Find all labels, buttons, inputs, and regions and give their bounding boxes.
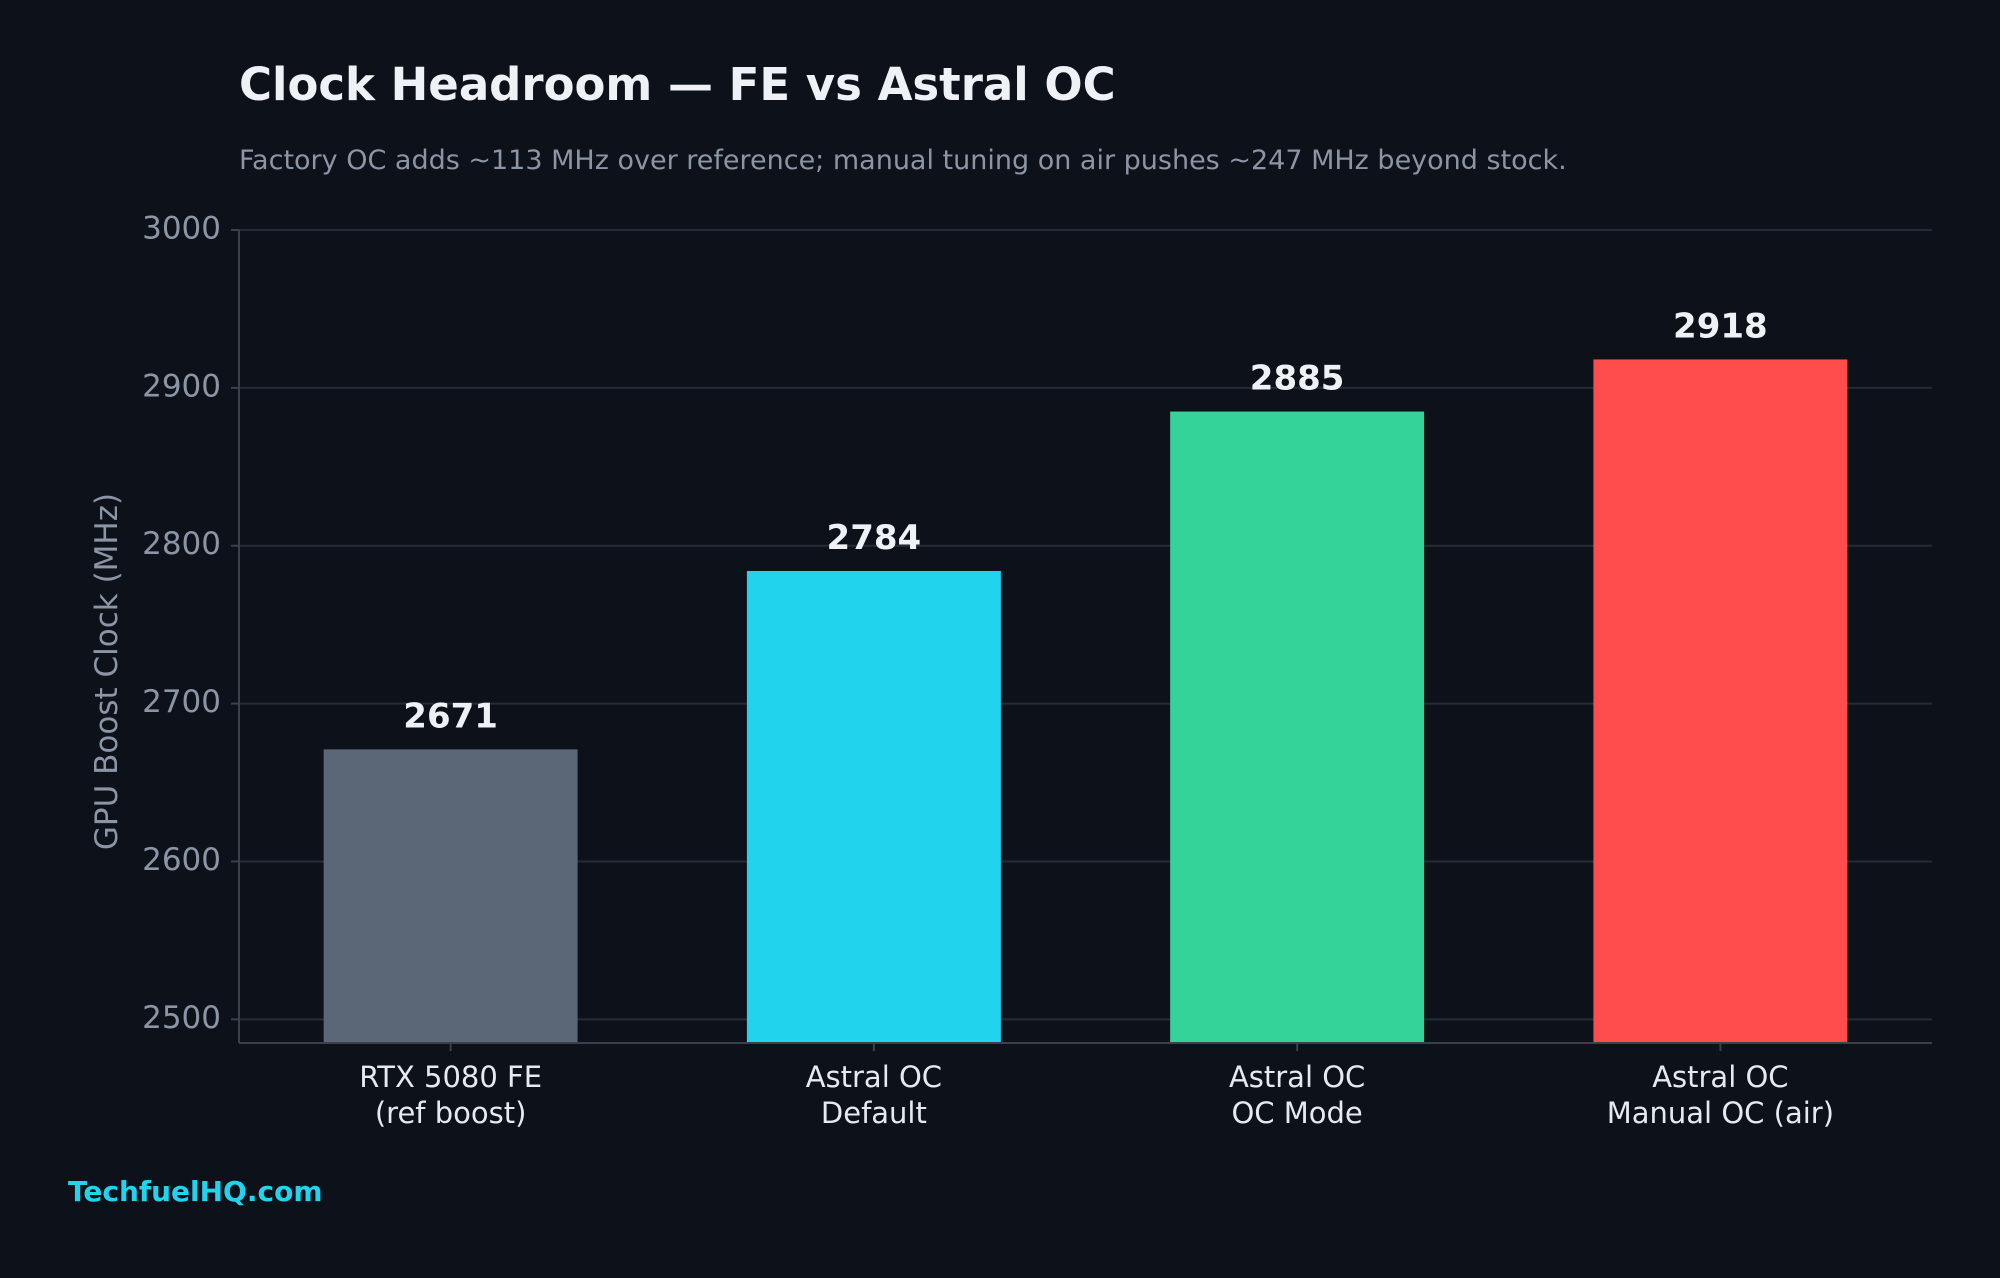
bar	[746, 570, 1001, 1043]
x-category-label: Astral OC Default	[806, 1060, 942, 1130]
bar	[1593, 359, 1848, 1043]
x-category-label-line: Astral OC	[806, 1060, 942, 1094]
x-category-label-line: OC Mode	[1231, 1096, 1362, 1130]
x-category-label-line: (ref boost)	[375, 1096, 527, 1130]
y-tick-label: 2500	[142, 1000, 221, 1036]
y-tick-label: 2900	[142, 368, 221, 404]
y-tick-label: 2700	[142, 684, 221, 720]
x-category-label-line: RTX 5080 FE	[359, 1060, 542, 1094]
bar	[323, 749, 578, 1043]
x-category-label: RTX 5080 FE (ref boost)	[359, 1060, 542, 1130]
y-tick-label: 2800	[142, 526, 221, 562]
chart-subtitle: Factory OC adds ~113 MHz over reference;…	[239, 145, 1567, 176]
chart-title: Clock Headroom — FE vs Astral OC	[239, 58, 1116, 111]
bar-value-label: 2671	[403, 696, 498, 736]
bar-value-label: 2784	[827, 518, 922, 558]
y-tick-label: 3000	[142, 211, 221, 247]
labels: 2500 2600 2700 2800 2900 3000 2671 RTX 5080 FE(…	[89, 211, 1834, 1131]
x-category-label: Astral OC OC Mode	[1229, 1060, 1365, 1130]
x-category-label-line: Manual OC (air)	[1607, 1096, 1834, 1130]
site-watermark: TechfuelHQ.com	[68, 1175, 323, 1208]
x-category-label: Astral OC Manual OC (air)	[1607, 1060, 1834, 1130]
bar-value-label: 2918	[1673, 306, 1768, 346]
x-category-label-line: Default	[821, 1096, 927, 1130]
bar-value-label: 2885	[1250, 359, 1345, 399]
x-category-label-line: Astral OC	[1652, 1060, 1788, 1094]
y-axis-label: GPU Boost Clock (MHz)	[89, 493, 125, 850]
x-category-label-line: Astral OC	[1229, 1060, 1365, 1094]
axes	[231, 229, 1932, 1051]
bar	[1170, 411, 1425, 1043]
y-tick-label: 2600	[142, 842, 221, 878]
bars	[323, 359, 1848, 1043]
